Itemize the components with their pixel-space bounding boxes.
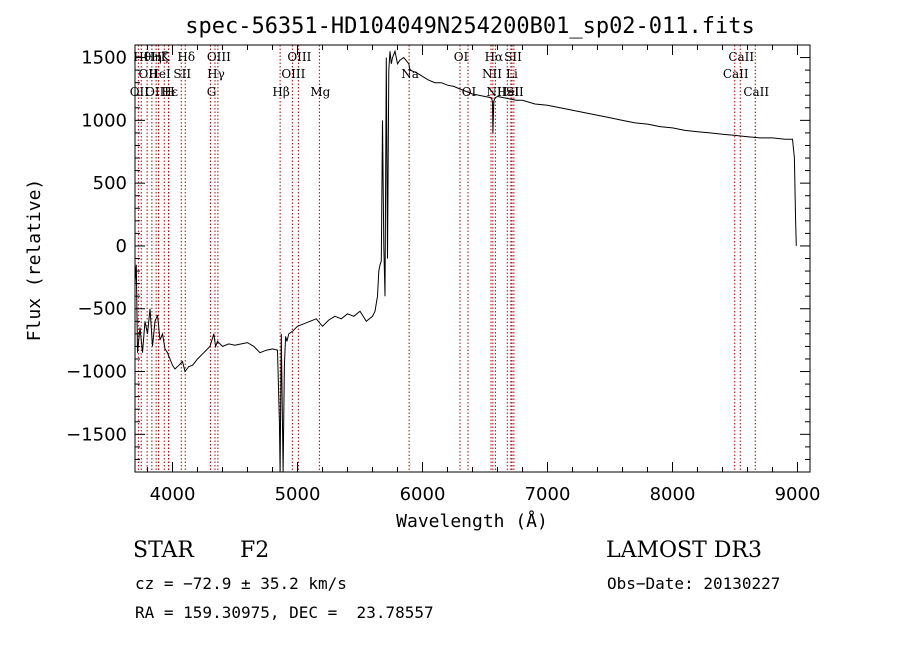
line-label-21: OI (462, 85, 477, 99)
line-label-20: OI (454, 50, 469, 64)
observation-date: Obs−Date: 20130227 (607, 574, 781, 593)
line-label-2: OII (138, 67, 158, 81)
line-label-17: OIII (287, 50, 311, 64)
redshift-cz: cz = −72.9 ± 35.2 km/s (135, 574, 347, 593)
line-label-16: OIII (281, 67, 305, 81)
y-tick-label: −500 (78, 299, 127, 320)
line-label-31: CaII (743, 85, 769, 99)
y-tick-label: −1500 (66, 424, 127, 445)
line-label-9: Hε (161, 85, 178, 99)
y-axis-label: Flux (relative) (24, 179, 45, 342)
line-label-19: Na (401, 67, 419, 81)
line-label-22: NII (482, 67, 502, 81)
x-tick-label: 7000 (525, 484, 571, 505)
line-label-24: NII (486, 85, 506, 99)
survey-name: LAMOST DR3 (606, 538, 762, 563)
line-label-26: Li (506, 67, 518, 81)
line-label-15: Hβ (272, 85, 289, 99)
line-label-10: SII (173, 67, 191, 81)
plot-frame (134, 44, 811, 473)
line-label-1: Hθ (133, 50, 151, 64)
x-tick-label: 9000 (775, 484, 821, 505)
line-label-29: CaII (723, 67, 749, 81)
line-label-7: K (161, 50, 171, 64)
x-tick-label: 6000 (400, 484, 446, 505)
line-label-4: OIII (145, 85, 169, 99)
ra-dec-coordinates: RA = 159.30975, DEC = 23.78557 (135, 603, 434, 622)
x-tick-label: 4000 (150, 484, 196, 505)
line-label-18: Mg (310, 85, 330, 99)
line-label-6: HeI (148, 67, 171, 81)
object-subclass: F2 (240, 538, 270, 563)
line-label-30: CaII (728, 50, 754, 64)
line-label-13: Hγ (207, 67, 225, 81)
chart-title: spec-56351-HD104049N254200B01_sp02-011.f… (185, 14, 755, 39)
y-axis: −1500 −1000 −500 0 500 1000 1500 (66, 44, 810, 460)
spectral-line-markers (137, 45, 756, 472)
line-label-8: H (164, 85, 174, 99)
spectral-line-labels: OIIHθOIIHηOIIIHζHeIKHHεSIIHδGHγOIIIHβOII… (130, 50, 770, 99)
line-label-23: Hα (485, 50, 504, 64)
x-axis-label: Wavelength (Å) (396, 510, 548, 532)
line-label-28: SII (506, 85, 524, 99)
line-label-11: Hδ (177, 50, 195, 64)
object-class: STAR (133, 538, 194, 563)
y-tick-label: −1000 (66, 362, 127, 383)
line-label-25: HeI (497, 85, 520, 99)
line-label-5: Hζ (151, 50, 168, 64)
y-tick-label: 1000 (81, 110, 127, 131)
line-label-27: SII (504, 50, 522, 64)
x-tick-label: 5000 (275, 484, 321, 505)
y-tick-label: 1500 (81, 48, 127, 69)
y-tick-label: 0 (116, 236, 127, 257)
y-tick-label: 500 (93, 173, 127, 194)
line-label-12: G (207, 85, 217, 99)
x-tick-label: 8000 (650, 484, 696, 505)
spectrum-line (134, 49, 797, 473)
line-label-3: Hη (144, 50, 162, 64)
line-label-14: OIII (207, 50, 231, 64)
x-axis: 4000 5000 6000 7000 8000 9000 (147, 45, 821, 505)
